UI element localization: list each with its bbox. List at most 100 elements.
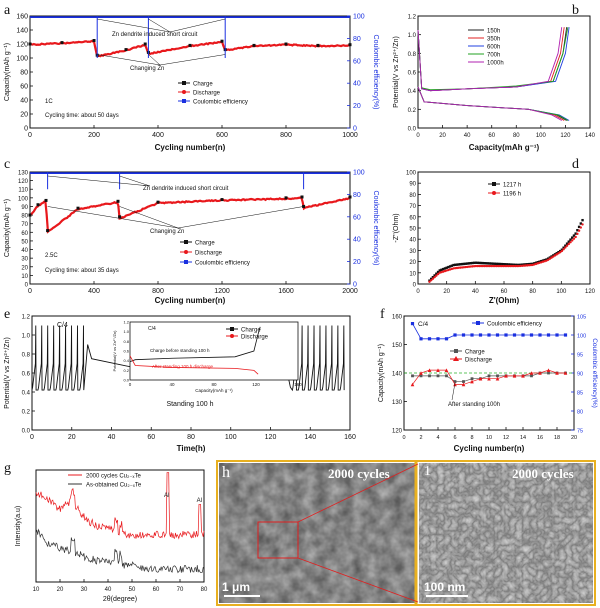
panel-c-y-tick-label: 90 (21, 205, 28, 211)
panel-d-legend-marker (492, 182, 496, 186)
panel-e-x-tick-label: 60 (147, 434, 155, 441)
panel-a-legend-marker (182, 99, 186, 103)
panel-a-change-arrow (97, 55, 160, 66)
panel-a-y-label: Capacity(mAh g⁻¹) (4, 43, 11, 101)
panel-c-y-tick-label: 10 (21, 274, 28, 280)
panel-d-x-tick-label: 120 (585, 289, 596, 295)
panel-e-inset-x-tick-label: 160 (294, 382, 302, 387)
panel-b-y-tick-label: 0.8 (408, 52, 417, 58)
panel-d-x-tick-label: 40 (472, 289, 479, 295)
panel-f-y2-tick-label: 95 (577, 353, 583, 359)
panel-e-y-tick-label: 0.4 (22, 391, 31, 397)
panel-d-point (581, 219, 583, 221)
panel-a-legend-label: Coulombic efficiency (193, 100, 248, 106)
panel-e-inset-y-tick-label: 0.4 (123, 358, 129, 363)
panel-b-legend-label: 600h (487, 45, 500, 51)
panel-a-x-tick-label: 0 (28, 132, 32, 139)
panel-f-charge-point (488, 374, 491, 377)
panel-g-x-tick-label: 60 (153, 587, 160, 593)
panel-c-charge-point (301, 195, 304, 198)
panel-a-cycling-time: Cycling time: about 50 days (45, 113, 119, 119)
panel-f-x-tick-label: 16 (537, 435, 543, 441)
panel-f-x-label: Cycling number(n) (454, 444, 525, 453)
panel-d-point (580, 226, 582, 228)
panel-e-inset-y-label: Potential(V vs Zn²⁺/Zn) (112, 330, 117, 372)
panel-f-ce-point (496, 333, 499, 336)
panel-b-y-tick-label: 1.2 (408, 15, 417, 21)
panel-b-discharge-curve (418, 87, 562, 121)
panel-d-point (581, 223, 583, 225)
panel-c-legend-label: Discharge (195, 251, 223, 257)
panel-d-point (578, 229, 580, 231)
panel-f-x-tick-label: 0 (402, 435, 405, 441)
panel-b-x-tick-label: 0 (416, 133, 420, 139)
panel-e-inset-discharge-note: After standing 100 h discharge (152, 364, 214, 369)
panel-c-y-label: Capacity(mAh g⁻¹) (4, 199, 11, 257)
panel-e-inset-x-tick-label: 80 (211, 382, 217, 387)
panel-a-charge-point (253, 44, 256, 47)
panel-f-charge-point (411, 374, 414, 377)
panel-e-y-tick-label: 0.6 (22, 372, 31, 378)
panel-e-inset-legend-marker (230, 327, 234, 331)
panel-f-x-tick-label: 2 (419, 435, 422, 441)
panel-f-annot: After standing 100h (448, 402, 500, 408)
panel-a-charge-point (125, 48, 128, 51)
panel-b-discharge-curve (418, 87, 567, 121)
panel-f-ce-point (436, 337, 439, 340)
panel-e-inset-y-tick-label: 0.6 (123, 349, 129, 354)
panel-d-point (562, 248, 564, 250)
panel-d-y-tick-label: 40 (409, 238, 416, 244)
panel-f-legend-label: Discharge (465, 358, 493, 364)
panel-a-charge-point (189, 44, 192, 47)
panel-c-y-tick-label: 120 (18, 179, 29, 185)
sem-right-scalebar-label: 100 nm (424, 580, 465, 594)
panel-f-legend-label: Coulombic efficiency (487, 322, 542, 328)
panel-e-x-tick-label: 80 (187, 434, 195, 441)
panel-a-y-tick-label: 120 (16, 42, 28, 49)
panel-f-y2-label: Coulombic efficiency(%) (591, 338, 598, 408)
panel-f-ce-point (419, 337, 422, 340)
panel-f-rate: C/4 (418, 321, 429, 328)
panel-f-y2-tick-label: 90 (577, 372, 583, 378)
panel-b-x-tick-label: 20 (439, 133, 446, 139)
panel-g-x-tick-label: 70 (177, 587, 184, 593)
panel-d-y-tick-label: 100 (406, 171, 417, 177)
panel-e-x-label: Time(h) (177, 444, 206, 453)
panel-c-charge-point (77, 207, 80, 210)
panel-g-x-tick-label: 10 (33, 587, 40, 593)
panel-d-point (566, 244, 568, 246)
panel-f-ce-point (555, 333, 558, 336)
panel-d-x-tick-label: 60 (501, 289, 508, 295)
panel-g-letter: g (4, 461, 11, 476)
panel-e-x-tick-label: 40 (108, 434, 116, 441)
panel-a-change-arrow (160, 55, 225, 66)
panel-c-y-tick-label: 70 (21, 222, 28, 228)
panel-d-point (571, 239, 573, 241)
panel-c-rate: 2.5C (45, 253, 58, 259)
panel-e-inset-y-tick-label: 1.0 (123, 329, 129, 334)
panel-f-x-tick-label: 8 (470, 435, 473, 441)
panel-d-y-label: -Z''(Ohm) (393, 213, 400, 242)
panel-c-charge-point (117, 200, 120, 203)
panel-c-charge-point (46, 229, 49, 232)
panel-c-x-tick-label: 800 (152, 288, 164, 295)
panel-a-y-tick-label: 160 (16, 14, 28, 21)
panel-a-y-tick-label: 140 (16, 28, 28, 35)
panel-d-y-tick-label: 90 (409, 182, 416, 188)
panel-e-inset-legend-label: Discharge (241, 335, 269, 341)
panel-f-discharge-point (470, 380, 474, 384)
panel-g-legend-label: As-obtained Cu₂₋ₓTe (86, 483, 142, 489)
panel-f-ce-point (521, 333, 524, 336)
panel-c-charge-point (221, 198, 224, 201)
panel-d-legend-label: 1196 h (503, 192, 521, 198)
panel-g-x-label: 2θ(degree) (103, 596, 137, 603)
panel-a-legend-label: Discharge (193, 91, 221, 97)
panel-e-y-tick-label: 0.2 (22, 410, 31, 416)
panel-g-y-label: Intensity(a.u) (15, 506, 22, 546)
panel-f-y-tick-label: 120 (392, 429, 403, 435)
panel-e-inset-y-tick-label: 1.2 (123, 320, 129, 325)
panel-c-charge-point (157, 201, 160, 204)
panel-c-change-arrow (178, 206, 304, 228)
panel-c-y2-tick-label: 40 (353, 237, 361, 244)
panel-a-y2-tick-label: 80 (353, 36, 361, 43)
